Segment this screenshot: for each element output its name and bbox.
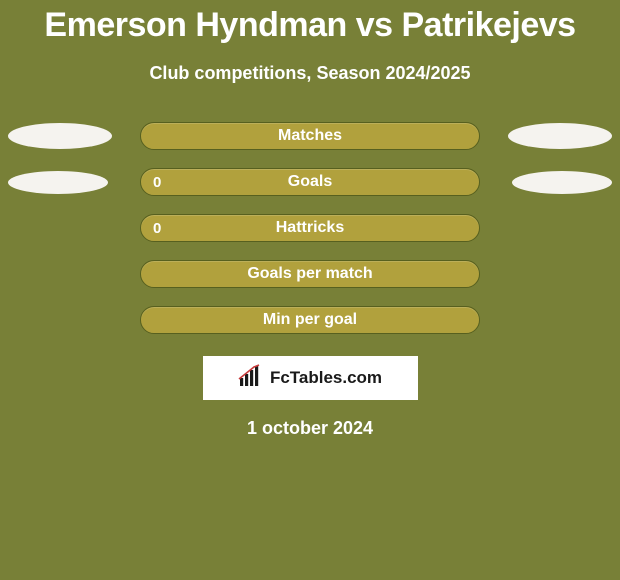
- stat-bar: 0 Goals: [140, 168, 480, 196]
- stat-row-min-per-goal: Min per goal: [0, 306, 620, 334]
- stat-label: Goals: [141, 173, 479, 191]
- stat-bar: Min per goal: [140, 306, 480, 334]
- stat-label: Min per goal: [141, 311, 479, 329]
- page-title: Emerson Hyndman vs Patrikejevs: [0, 0, 620, 45]
- stat-bar: Matches: [140, 122, 480, 150]
- stat-row-goals: 0 Goals: [0, 168, 620, 196]
- right-ellipse: [508, 123, 612, 149]
- page-subtitle: Club competitions, Season 2024/2025: [0, 63, 620, 84]
- stat-label: Goals per match: [141, 265, 479, 283]
- right-ellipse: [512, 171, 612, 194]
- stat-left-value: 0: [153, 174, 161, 191]
- stat-bar: Goals per match: [140, 260, 480, 288]
- logo-card: FcTables.com: [203, 356, 418, 400]
- stat-label: Hattricks: [141, 219, 479, 237]
- stat-left-value: 0: [153, 220, 161, 237]
- bar-chart-icon: [238, 364, 266, 393]
- stat-row-matches: Matches: [0, 122, 620, 150]
- stat-rows: Matches 0 Goals 0 Hattricks Goals per ma…: [0, 122, 620, 334]
- stat-row-goals-per-match: Goals per match: [0, 260, 620, 288]
- stat-row-hattricks: 0 Hattricks: [0, 214, 620, 242]
- date-label: 1 october 2024: [0, 418, 620, 439]
- left-ellipse: [8, 123, 112, 149]
- left-ellipse: [8, 171, 108, 194]
- logo-text: FcTables.com: [270, 368, 382, 388]
- stat-label: Matches: [141, 127, 479, 145]
- stat-bar: 0 Hattricks: [140, 214, 480, 242]
